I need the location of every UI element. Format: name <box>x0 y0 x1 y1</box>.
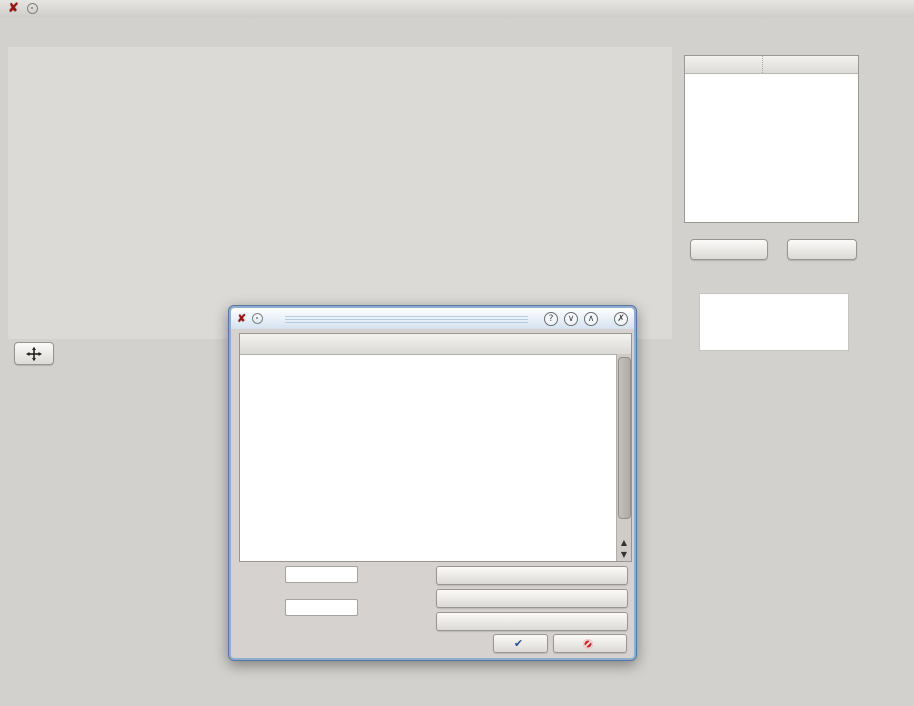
check-icon: ✔ <box>514 636 523 652</box>
dialog-x-icon: ✘ <box>237 312 246 325</box>
shade-down-button[interactable]: ∨ <box>564 312 578 326</box>
scroll-down-icon[interactable]: ▼ <box>617 549 631 561</box>
peak-table-header <box>240 334 631 355</box>
scrollbar-thumb[interactable] <box>618 357 631 519</box>
xfeplot-window: ✘ ✘ ? <box>0 0 914 706</box>
gain-input[interactable] <box>285 599 358 616</box>
window-menu-icon[interactable] <box>27 3 38 14</box>
search-button[interactable] <box>690 239 768 260</box>
cancel-icon <box>583 639 593 649</box>
dialog-menu-icon[interactable] <box>252 313 263 324</box>
energy-column-header <box>763 56 775 73</box>
app-x-icon: ✘ <box>8 2 19 15</box>
calibrate-button[interactable] <box>436 612 628 631</box>
titlebar-stripes <box>285 314 528 324</box>
reset-button[interactable] <box>436 566 628 585</box>
clear-button[interactable] <box>787 239 857 260</box>
pan-tool-button[interactable] <box>14 342 54 365</box>
cancel-button[interactable] <box>553 634 627 653</box>
element-column-header <box>685 56 763 73</box>
close-button[interactable]: ✗ <box>614 312 628 326</box>
shade-up-button[interactable]: ∧ <box>584 312 598 326</box>
help-button[interactable]: ? <box>544 312 558 326</box>
hzb-logo <box>699 293 849 351</box>
apply-button[interactable] <box>436 589 628 608</box>
element-panel-header <box>685 56 858 74</box>
table-scrollbar[interactable]: ▲ ▼ <box>616 354 631 561</box>
element-column-header <box>363 334 483 354</box>
spectrum-figure[interactable] <box>8 47 672 339</box>
ok-button[interactable]: ✔ <box>493 634 548 653</box>
calibration-dialog: ✘ ? ∨ ∧ ✗ ▲ ▼ <box>228 305 637 661</box>
off-input[interactable] <box>285 566 358 583</box>
move-cross-icon <box>26 347 42 361</box>
menu-bar <box>0 17 914 35</box>
spectrum-plot[interactable] <box>8 47 672 339</box>
scroll-up-icon[interactable]: ▲ <box>617 537 631 549</box>
title-bar: ✘ <box>0 0 914 17</box>
dialog-title-bar[interactable]: ✘ ? ∨ ∧ ✗ <box>231 308 634 329</box>
peak-table: ▲ ▼ <box>239 333 632 562</box>
emission-column-header <box>483 334 617 354</box>
peak-table-rows <box>240 354 617 561</box>
peak-column-header <box>240 334 363 354</box>
element-result-panel <box>684 55 859 223</box>
